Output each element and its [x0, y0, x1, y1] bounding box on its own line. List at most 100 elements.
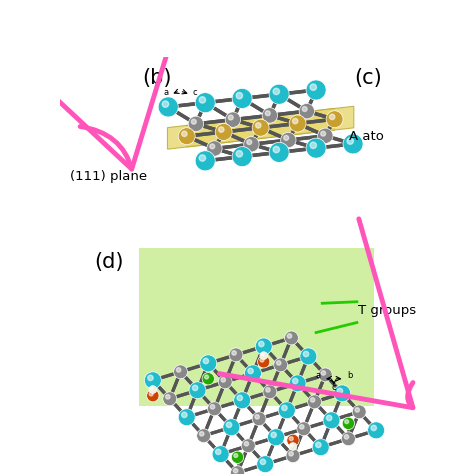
Circle shape	[195, 93, 215, 113]
Circle shape	[289, 452, 293, 456]
Circle shape	[173, 365, 188, 379]
Circle shape	[192, 385, 198, 391]
Circle shape	[149, 386, 157, 393]
Circle shape	[232, 146, 252, 166]
Circle shape	[205, 375, 209, 379]
Circle shape	[323, 412, 340, 429]
Circle shape	[148, 375, 153, 381]
Circle shape	[344, 435, 349, 439]
Circle shape	[189, 382, 206, 399]
Circle shape	[216, 449, 221, 455]
Circle shape	[188, 116, 204, 132]
Circle shape	[341, 432, 356, 446]
Circle shape	[300, 348, 317, 365]
Circle shape	[195, 151, 215, 171]
Circle shape	[210, 144, 215, 149]
Circle shape	[352, 405, 366, 419]
Circle shape	[244, 137, 259, 152]
Circle shape	[310, 142, 317, 148]
Circle shape	[241, 439, 255, 453]
Text: T groups: T groups	[358, 304, 417, 318]
Circle shape	[269, 84, 289, 104]
Circle shape	[233, 468, 238, 473]
Circle shape	[219, 127, 224, 132]
Circle shape	[248, 368, 253, 374]
Circle shape	[145, 372, 161, 389]
Circle shape	[284, 136, 289, 140]
Circle shape	[289, 437, 293, 441]
Circle shape	[312, 439, 329, 456]
Circle shape	[337, 388, 343, 394]
Circle shape	[281, 132, 296, 148]
Circle shape	[215, 124, 232, 140]
Circle shape	[329, 114, 335, 119]
Circle shape	[310, 84, 317, 91]
Circle shape	[225, 112, 241, 128]
Circle shape	[178, 128, 195, 145]
Circle shape	[255, 123, 261, 128]
Circle shape	[289, 115, 306, 132]
Polygon shape	[187, 109, 335, 147]
Circle shape	[255, 415, 259, 419]
Circle shape	[284, 331, 298, 345]
Circle shape	[273, 88, 280, 95]
Circle shape	[210, 405, 215, 409]
Circle shape	[263, 385, 277, 399]
Circle shape	[232, 89, 252, 109]
Circle shape	[299, 103, 315, 119]
Circle shape	[287, 434, 299, 447]
Text: (111) plane: (111) plane	[70, 170, 147, 183]
Circle shape	[200, 431, 204, 436]
Circle shape	[244, 442, 248, 446]
Circle shape	[306, 80, 326, 100]
Circle shape	[345, 419, 349, 424]
Text: (c): (c)	[355, 68, 383, 89]
Circle shape	[310, 398, 315, 402]
Circle shape	[163, 392, 177, 406]
Circle shape	[234, 392, 251, 409]
Circle shape	[292, 118, 298, 124]
Circle shape	[260, 358, 264, 362]
Circle shape	[182, 412, 187, 418]
Circle shape	[255, 338, 272, 355]
Text: a: a	[316, 371, 321, 380]
Circle shape	[259, 341, 264, 347]
Text: b: b	[347, 371, 352, 380]
Circle shape	[292, 378, 298, 383]
Circle shape	[287, 334, 292, 338]
Circle shape	[289, 375, 306, 392]
Circle shape	[273, 146, 280, 153]
Circle shape	[191, 119, 196, 124]
Circle shape	[260, 459, 265, 465]
Circle shape	[229, 348, 243, 362]
Circle shape	[278, 402, 295, 419]
Circle shape	[269, 142, 289, 163]
Circle shape	[321, 371, 326, 375]
Circle shape	[237, 395, 243, 401]
Circle shape	[308, 395, 321, 409]
Circle shape	[326, 111, 343, 128]
Circle shape	[319, 368, 332, 382]
Circle shape	[162, 101, 169, 107]
Circle shape	[146, 390, 159, 402]
Circle shape	[302, 107, 307, 111]
Circle shape	[208, 402, 221, 416]
Circle shape	[342, 417, 355, 429]
Circle shape	[327, 415, 332, 420]
Circle shape	[151, 387, 153, 390]
Circle shape	[219, 375, 232, 389]
Circle shape	[276, 361, 281, 365]
Circle shape	[149, 392, 153, 396]
Circle shape	[199, 155, 206, 161]
Circle shape	[197, 429, 210, 443]
Circle shape	[247, 140, 252, 145]
Circle shape	[266, 388, 270, 392]
Text: c: c	[331, 383, 336, 392]
Circle shape	[231, 466, 245, 474]
Circle shape	[257, 456, 273, 473]
Circle shape	[226, 422, 232, 428]
Circle shape	[343, 134, 363, 154]
Circle shape	[355, 408, 359, 412]
FancyArrowPatch shape	[219, 219, 413, 408]
Circle shape	[291, 444, 293, 447]
